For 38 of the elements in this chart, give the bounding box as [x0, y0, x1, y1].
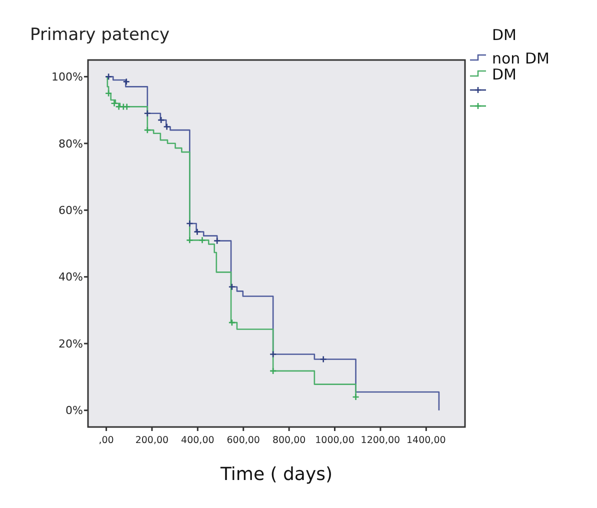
y-tick-label: 80%: [58, 137, 83, 150]
point: [186, 236, 194, 244]
y-tick-label: 40%: [58, 270, 83, 284]
point: [352, 393, 360, 401]
point: [269, 350, 277, 358]
point: [144, 110, 152, 118]
x-tick-label: 1400,00: [406, 435, 446, 446]
y-tick-label: 0%: [66, 404, 83, 418]
y-tick-label: 20%: [58, 337, 83, 350]
point: [144, 126, 152, 134]
point: [194, 228, 201, 236]
x-tick-label: 1200,00: [360, 435, 400, 446]
point: [157, 116, 165, 124]
point: [123, 103, 130, 110]
point: [213, 237, 221, 244]
point: [104, 73, 112, 80]
x-tick-label: 1000,00: [315, 435, 354, 446]
point: [228, 283, 236, 291]
point: [320, 356, 327, 363]
legend-label: DM: [492, 65, 516, 84]
point: [104, 90, 112, 98]
x-tick-label: 200,00: [135, 435, 169, 446]
point: [269, 367, 277, 375]
point: [198, 236, 206, 244]
legend-title: DM: [492, 26, 516, 44]
x-tick-label: 600,00: [226, 435, 260, 446]
legend-label: non DM: [492, 49, 550, 68]
point: [122, 78, 130, 86]
x-tick-label: 400,00: [181, 435, 214, 446]
y-tick-label: 100%: [52, 70, 83, 84]
x-tick-label: ,00: [98, 435, 114, 446]
x-axis-title: Time ( days): [219, 464, 333, 485]
point: [228, 318, 236, 326]
point: [186, 220, 194, 228]
x-tick-label: 800,00: [272, 435, 306, 446]
chart-title: Primary patency: [30, 25, 170, 45]
point: [163, 123, 170, 130]
y-tick-label: 60%: [58, 204, 83, 217]
